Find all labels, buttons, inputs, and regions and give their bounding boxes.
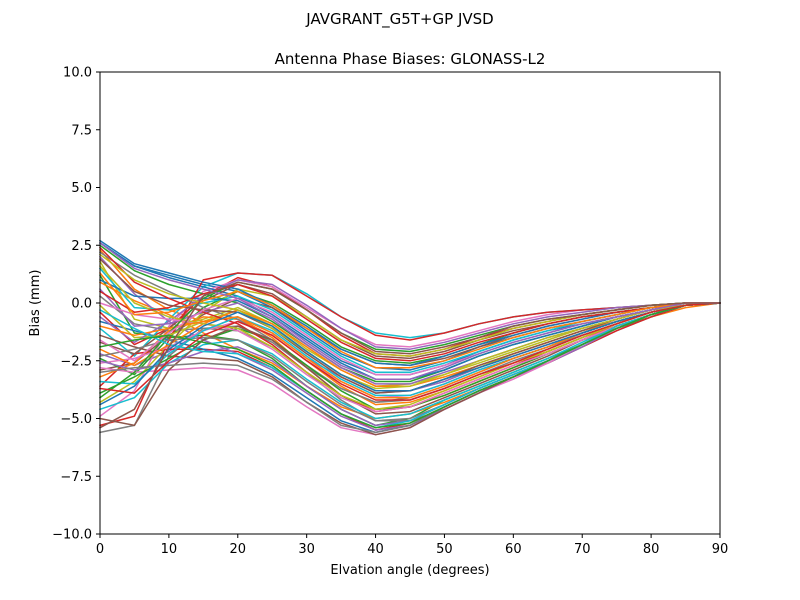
series-line-54	[99, 302, 721, 401]
x-axis-label: Elvation angle (degrees)	[330, 563, 489, 578]
y-tick-label: 0.0	[71, 297, 92, 312]
series-line-55	[98, 241, 721, 380]
x-tick-label: 80	[643, 542, 660, 557]
y-tick-label: −7.5	[60, 470, 92, 485]
x-tick-label: 60	[505, 542, 522, 557]
series-line-44	[98, 283, 721, 362]
x-tick-label: 30	[298, 542, 315, 557]
chart-suptitle: JAVGRANT_G5T+GP JVSD	[305, 10, 493, 29]
ticks-layer: 0 10 20 30 40 50 60 70 80 90 −10.0 −7.5 −5.0 −2.5 0.0 2…	[52, 66, 728, 558]
x-tick-label: 0	[96, 542, 104, 557]
x-tick-label: 20	[230, 542, 247, 557]
y-tick-label: −10.0	[52, 528, 92, 543]
x-tick-label: 90	[712, 542, 729, 557]
x-tick-label: 70	[574, 542, 591, 557]
y-tick-label: −2.5	[60, 354, 92, 369]
x-tick-label: 10	[161, 542, 178, 557]
plot-frame	[99, 71, 721, 535]
y-tick-label: −5.0	[60, 412, 92, 427]
y-tick-label: 10.0	[63, 66, 92, 81]
y-axis-label: Bias (mm)	[28, 270, 43, 337]
series-line-49	[98, 253, 721, 390]
chart-title: Antenna Phase Biases: GLONASS-L2	[275, 50, 546, 68]
series-line-50	[98, 302, 721, 429]
y-tick-label: 7.5	[71, 123, 92, 138]
series-line-51	[98, 302, 721, 406]
series-line-56	[98, 281, 721, 429]
x-tick-label: 50	[436, 542, 453, 557]
y-tick-label: 2.5	[71, 239, 92, 254]
x-tick-label: 40	[367, 542, 384, 557]
series-layer	[98, 239, 721, 436]
series-line-53	[99, 302, 721, 429]
y-tick-label: 5.0	[71, 181, 92, 196]
series-line-52	[98, 271, 721, 369]
